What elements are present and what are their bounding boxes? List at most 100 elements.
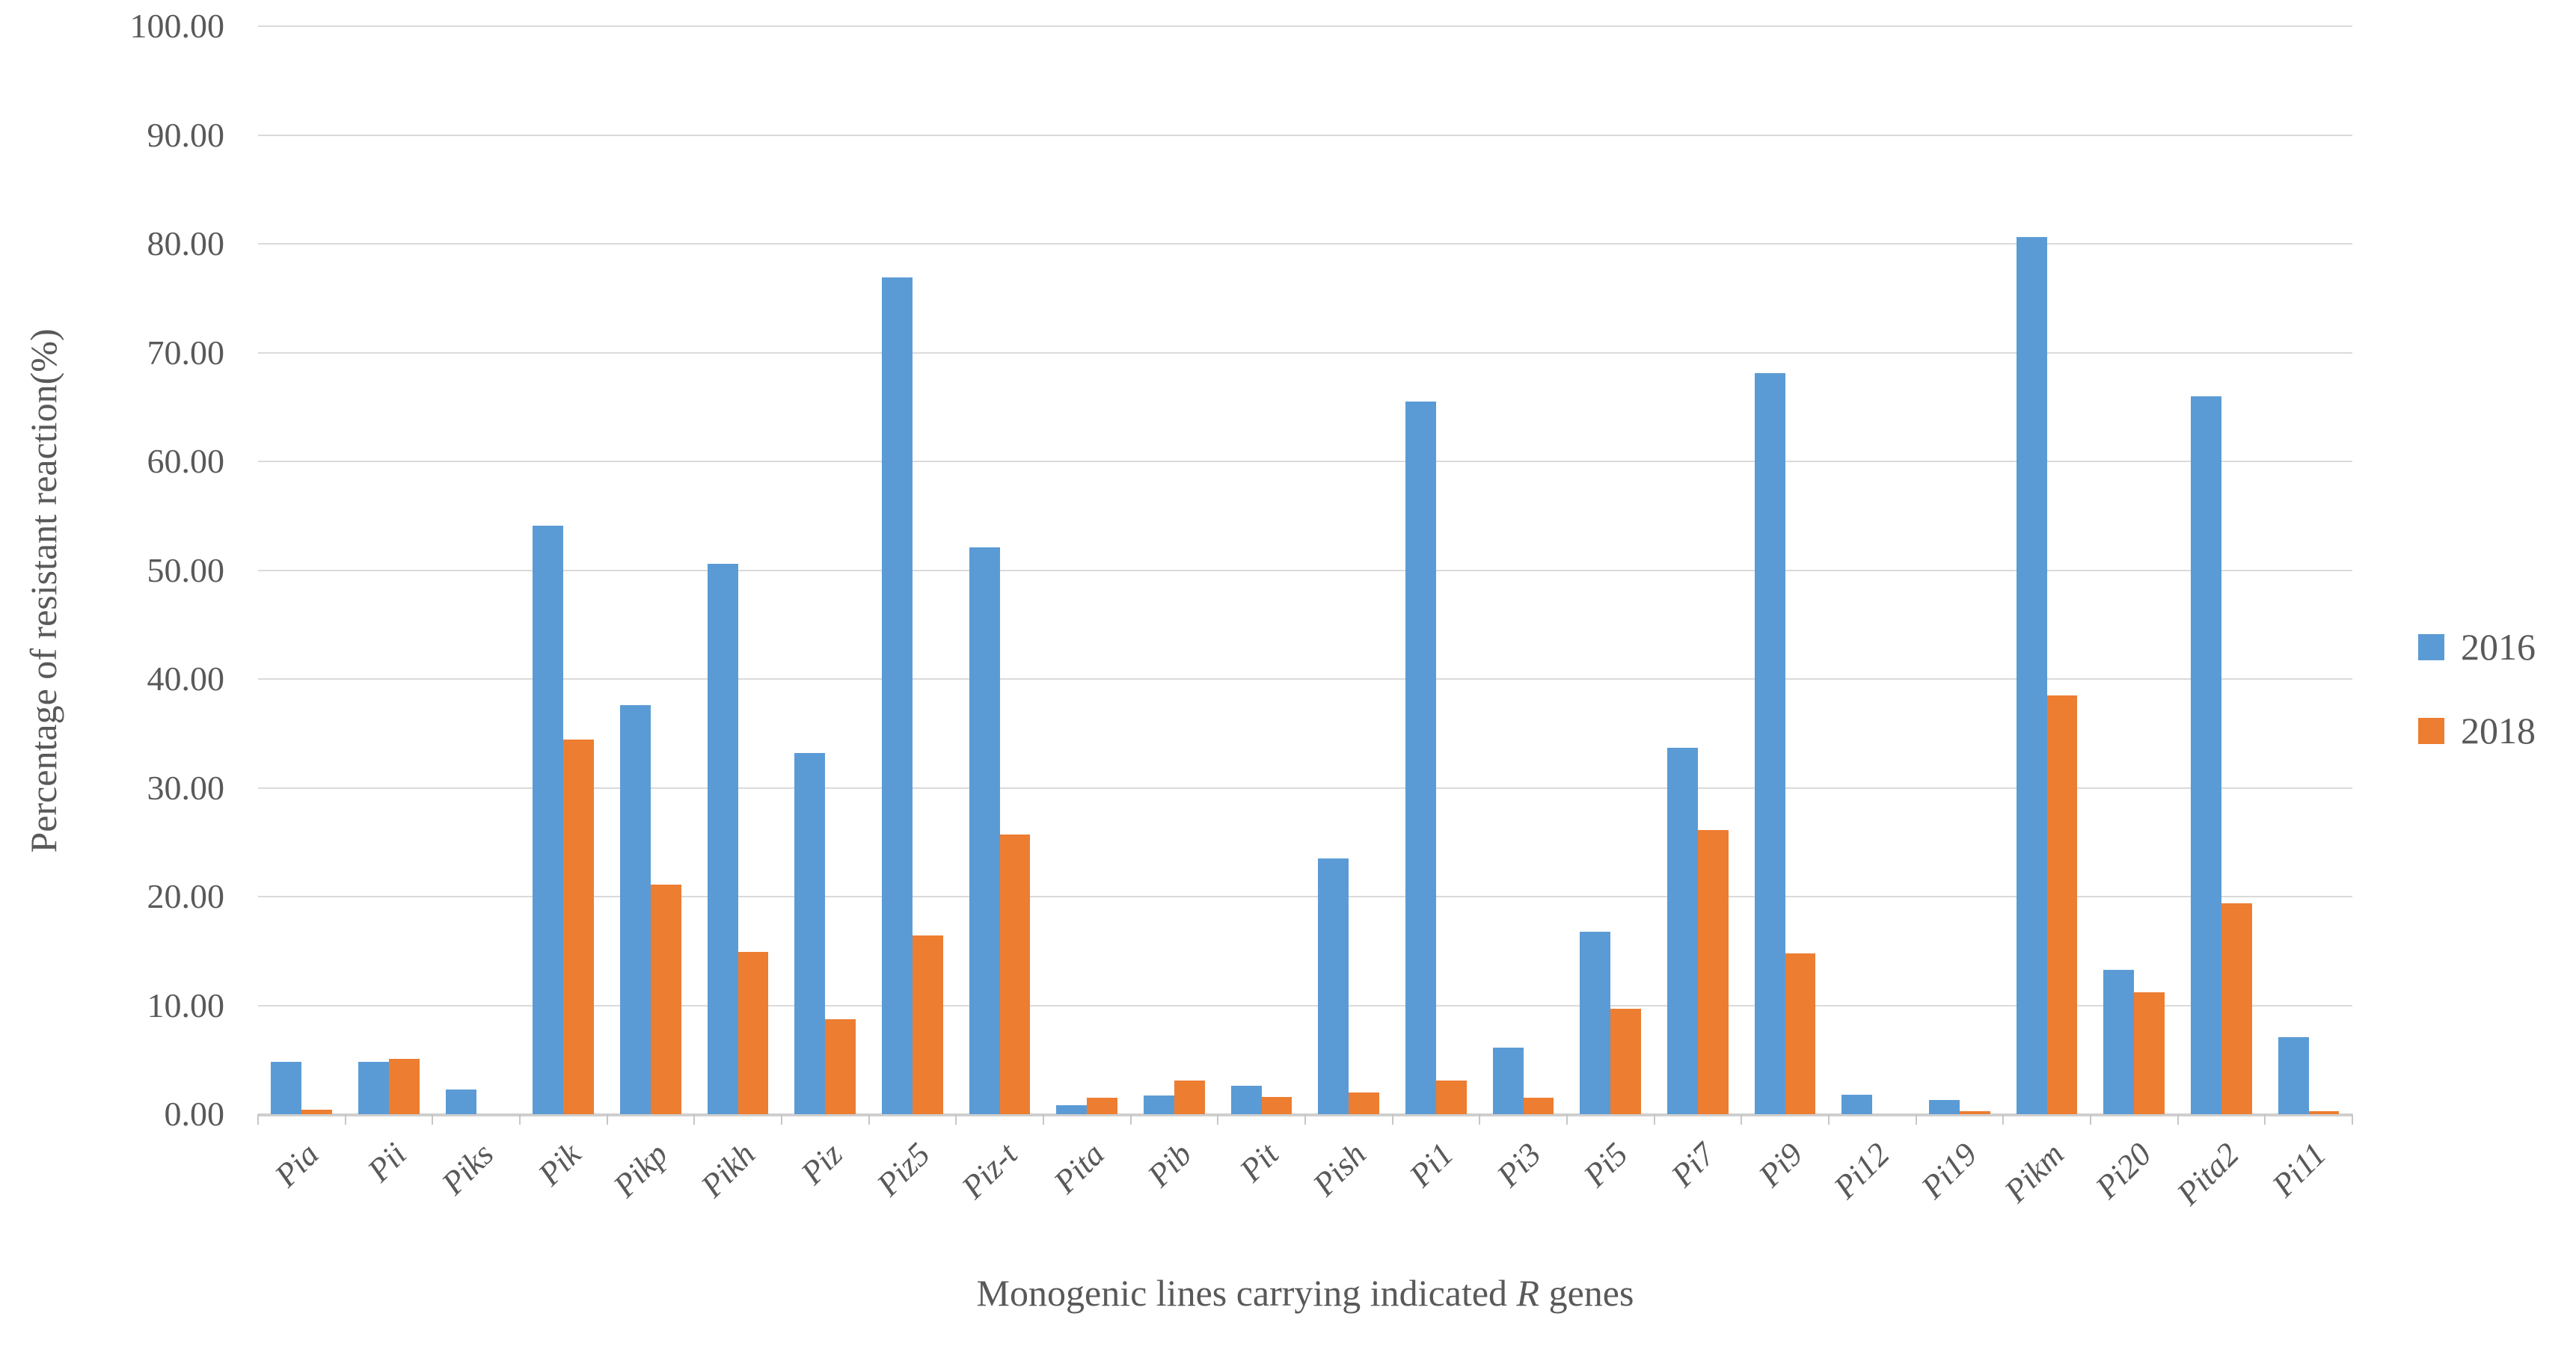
bar-cluster-Piz-t (956, 26, 1043, 1114)
x-axis-category-label-Pish: Pish (1305, 1135, 1373, 1203)
bar-cluster-Pi1 (1393, 26, 1480, 1114)
bar-2018-Pi11 (2308, 1110, 2340, 1114)
bar-2018-Pi19 (1959, 1110, 1990, 1114)
bar-2018-Piz-t (999, 835, 1031, 1114)
x-axis-category-label-Pikm: Pikm (1997, 1135, 2072, 1210)
bar-cluster-Pi9 (1741, 26, 1829, 1114)
bar-cluster-Pi3 (1479, 26, 1567, 1114)
x-axis-category-label-Piz-t: Piz-t (954, 1135, 1025, 1206)
y-axis-tick-label: 30.00 (147, 768, 225, 807)
gridline (258, 243, 2352, 245)
x-axis-title-text: Monogenic lines carrying indicated (976, 1272, 1517, 1314)
bar-2016-Pi11 (2278, 1036, 2309, 1114)
category-axis-tick (1479, 1114, 1481, 1125)
bar-cluster-Pikm (2003, 26, 2091, 1114)
bar-2018-Pikm (2046, 695, 2078, 1114)
legend-label-2016: 2016 (2461, 626, 2536, 668)
category-axis-tick (868, 1114, 870, 1125)
legend-swatch-2018 (2418, 717, 2444, 744)
gridline (258, 25, 2352, 27)
x-axis-category-label-Pib: Pib (1140, 1135, 1199, 1194)
legend-label-2018: 2018 (2461, 710, 2536, 752)
bar-2018-Pi9 (1785, 953, 1816, 1114)
x-axis-category-label-Pi5: Pi5 (1577, 1135, 1635, 1194)
bar-2018-Pit (1261, 1096, 1292, 1114)
legend-item-2016: 2016 (2418, 628, 2536, 666)
category-axis-tick (257, 1114, 259, 1125)
bar-cluster-Pikp (607, 26, 695, 1114)
x-axis-category-label-Pikp: Pikp (606, 1135, 675, 1205)
x-axis-category-label-Pii: Pii (360, 1135, 414, 1189)
legend: 2016 2018 (2418, 628, 2536, 796)
category-axis-tick (432, 1114, 434, 1125)
legend-swatch-2016 (2418, 633, 2444, 660)
x-axis-category-label-Pik: Pik (530, 1135, 588, 1193)
bar-2018-Pi5 (1610, 1008, 1642, 1114)
bar-2016-Pish (1318, 858, 1349, 1114)
bar-2018-Pib (1174, 1080, 1205, 1114)
bar-2016-Piz-t (969, 547, 1000, 1114)
bar-2016-Pi7 (1667, 747, 1698, 1114)
bar-2016-Piz5 (882, 277, 913, 1114)
bar-cluster-Pita (1043, 26, 1131, 1114)
bar-cluster-Pikh (694, 26, 782, 1114)
gridline (258, 1004, 2352, 1007)
x-axis-category-label-Pia: Pia (268, 1135, 326, 1194)
category-axis-tick (1566, 1114, 1568, 1125)
category-axis-tick (2264, 1114, 2266, 1125)
y-axis-tick-label: 50.00 (147, 550, 225, 589)
gridline (258, 787, 2352, 789)
y-axis-tick-label: 10.00 (147, 986, 225, 1024)
category-axis-tick (1129, 1114, 1132, 1125)
x-axis-title: Monogenic lines carrying indicated R gen… (258, 1271, 2352, 1315)
bar-cluster-Pi20 (2091, 26, 2178, 1114)
bar-2018-Pi3 (1523, 1098, 1554, 1114)
bar-cluster-Pik (520, 26, 607, 1114)
bar-cluster-Pish (1305, 26, 1393, 1114)
bar-cluster-Pia (258, 26, 346, 1114)
bar-cluster-Pi11 (2265, 26, 2352, 1114)
bar-2016-Piks (445, 1089, 476, 1114)
category-axis-tick (1217, 1114, 1219, 1125)
legend-item-2018: 2018 (2418, 712, 2536, 749)
x-axis-category-label-Pita: Pita (1046, 1135, 1111, 1201)
gridline (258, 569, 2352, 571)
x-axis-category-label-Pi19: Pi19 (1914, 1135, 1984, 1206)
category-axis-tick (2090, 1114, 2091, 1125)
bar-2018-Pii (388, 1058, 420, 1114)
bar-2016-Piz (794, 752, 826, 1114)
bar-cluster-Piks (432, 26, 520, 1114)
category-axis-tick (2352, 1114, 2353, 1125)
x-axis-category-label-Piz5: Piz5 (869, 1135, 937, 1203)
bar-cluster-Piz5 (869, 26, 957, 1114)
bar-2016-Pii (358, 1062, 389, 1114)
y-axis-tick-label: 0.00 (164, 1095, 225, 1133)
bar-2016-Pita2 (2191, 396, 2221, 1114)
category-axis-tick (1741, 1114, 1743, 1125)
x-axis-title-text: genes (1539, 1272, 1634, 1314)
category-axis-tick (519, 1114, 521, 1125)
bar-2016-Pi9 (1754, 373, 1785, 1114)
bar-cluster-Pi19 (1916, 26, 2004, 1114)
bar-cluster-Pii (346, 26, 433, 1114)
y-axis-tick-labels: 100.00 90.00 80.00 70.00 60.00 50.00 40.00 30.0… (0, 9, 225, 1131)
bar-2016-Pi20 (2103, 969, 2135, 1114)
y-axis-tick-label: 20.00 (147, 877, 225, 915)
bar-cluster-Pib (1131, 26, 1218, 1114)
x-axis-category-label-Pikh: Pikh (693, 1135, 763, 1205)
x-axis-category-label-Piks: Piks (434, 1135, 501, 1202)
category-axis-tick (1828, 1114, 1830, 1125)
bar-2016-Pi1 (1405, 401, 1436, 1114)
category-axis-tick (2002, 1114, 2005, 1125)
y-axis-tick-label: 80.00 (147, 224, 225, 262)
x-axis-category-label-Pi9: Pi9 (1751, 1135, 1810, 1194)
x-axis-category-labels: Pia Pii Piks Pik Pikp Pikh Piz Piz5 Piz-t Pita Pib… (258, 1125, 2352, 1245)
bar-2016-Pita (1056, 1105, 1088, 1114)
bar-cluster-Pi5 (1567, 26, 1655, 1114)
bar-cluster-Pita2 (2178, 26, 2266, 1114)
category-axis-tick (1043, 1114, 1044, 1125)
bar-2016-Pi19 (1929, 1100, 1960, 1114)
category-axis-tick (1391, 1114, 1393, 1125)
bar-2018-Piz5 (912, 935, 943, 1114)
bar-2016-Pia (271, 1062, 302, 1114)
